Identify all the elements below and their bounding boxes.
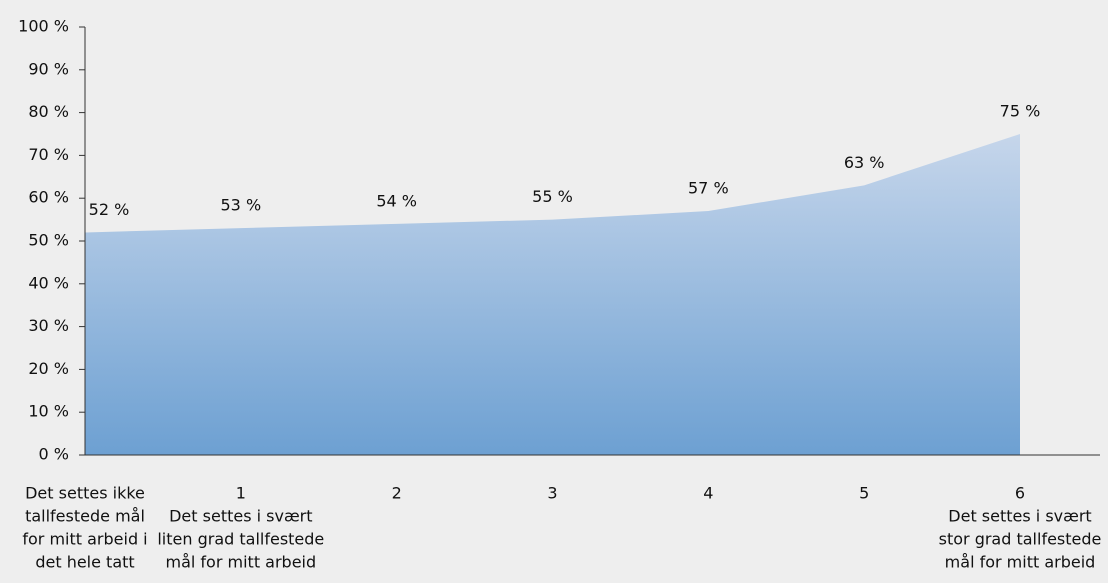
y-tick-label: 30 % <box>28 316 69 335</box>
data-label: 75 % <box>1000 102 1041 121</box>
x-tick-label: mål for mitt arbeid <box>945 553 1096 572</box>
y-tick-label: 70 % <box>28 145 69 164</box>
x-tick-label: Det settes ikke <box>25 484 145 503</box>
x-tick-label: for mitt arbeid i <box>22 530 147 549</box>
data-label: 55 % <box>532 187 573 206</box>
y-tick-label: 10 % <box>28 402 69 421</box>
data-label: 52 % <box>89 200 130 219</box>
data-label: 54 % <box>376 191 417 210</box>
x-tick-label: Det settes i svært <box>948 507 1091 526</box>
x-tick-label: tallfestede mål <box>25 507 145 526</box>
x-tick-label: stor grad tallfestede <box>939 530 1102 549</box>
x-tick-label: Det settes i svært <box>169 507 312 526</box>
y-tick-label: 100 % <box>18 17 69 36</box>
y-tick-label: 0 % <box>39 445 69 464</box>
x-tick-label: mål for mitt arbeid <box>166 553 317 572</box>
y-tick-label: 60 % <box>28 188 69 207</box>
x-tick-label: 5 <box>859 484 869 503</box>
x-tick-label: 2 <box>392 484 402 503</box>
data-label: 53 % <box>221 196 262 215</box>
y-tick-label: 50 % <box>28 231 69 250</box>
x-tick-label: 3 <box>547 484 557 503</box>
x-tick-label: 4 <box>703 484 713 503</box>
data-label: 57 % <box>688 179 729 198</box>
x-tick-label: 1 <box>236 484 246 503</box>
y-tick-label: 90 % <box>28 59 69 78</box>
y-tick-label: 20 % <box>28 359 69 378</box>
y-tick-label: 80 % <box>28 102 69 121</box>
x-tick-label: 6 <box>1015 484 1025 503</box>
y-tick-label: 40 % <box>28 273 69 292</box>
area <box>85 134 1020 455</box>
x-tick-label: liten grad tallfestede <box>157 530 324 549</box>
x-tick-label: det hele tatt <box>35 553 134 572</box>
data-label: 63 % <box>844 153 885 172</box>
